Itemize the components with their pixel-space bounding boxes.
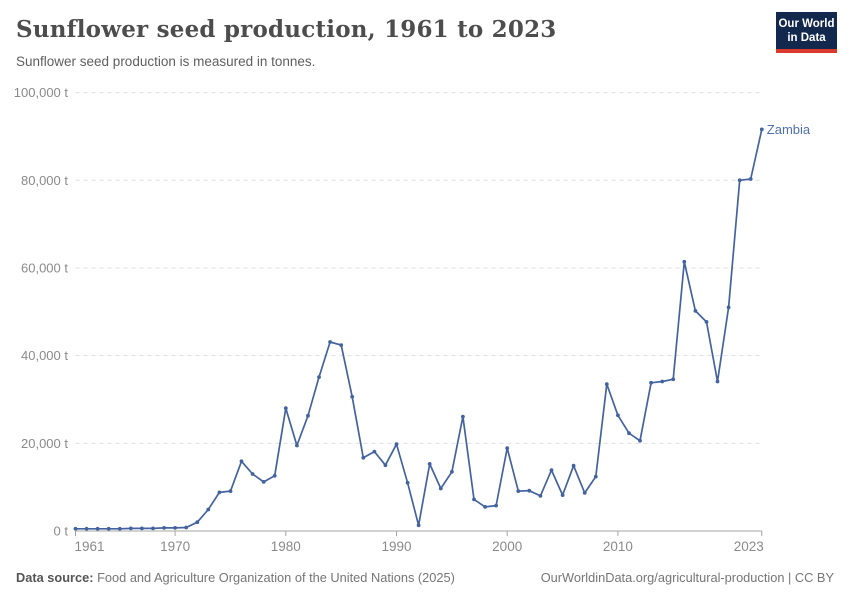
data-point[interactable] (173, 526, 178, 530)
data-point[interactable] (261, 480, 266, 484)
data-point[interactable] (604, 382, 609, 386)
x-tick-label: 2010 (603, 539, 633, 554)
data-point[interactable] (516, 489, 521, 493)
data-point[interactable] (461, 414, 465, 419)
line-series-zambia[interactable] (74, 128, 763, 530)
y-tick-label: 40,000 t (21, 348, 68, 363)
y-tick-label: 60,000 t (21, 260, 68, 275)
data-point[interactable] (383, 463, 388, 468)
data-point[interactable] (206, 507, 211, 512)
data-point[interactable] (737, 178, 742, 183)
data-point[interactable] (184, 525, 189, 530)
y-tick-label: 0 t (54, 524, 69, 539)
x-tick-label: 2000 (492, 539, 522, 554)
data-source: Data source: Food and Agriculture Organi… (16, 570, 455, 585)
data-point[interactable] (317, 375, 321, 379)
data-point[interactable] (660, 379, 665, 384)
data-point[interactable] (195, 520, 200, 525)
data-point[interactable] (616, 413, 620, 418)
data-point[interactable] (84, 526, 89, 531)
data-point[interactable] (450, 469, 454, 474)
data-point[interactable] (649, 380, 653, 385)
data-point[interactable] (671, 377, 676, 382)
data-point[interactable] (759, 127, 764, 132)
data-source-text: Food and Agriculture Organization of the… (97, 570, 455, 585)
data-point[interactable] (228, 489, 233, 493)
page-title: Sunflower seed production, 1961 to 2023 (16, 16, 557, 43)
data-point[interactable] (128, 526, 133, 531)
data-point[interactable] (593, 474, 598, 479)
data-point[interactable] (693, 309, 698, 313)
data-point[interactable] (726, 305, 731, 310)
data-point[interactable] (239, 459, 244, 464)
data-point[interactable] (538, 494, 543, 498)
owid-logo[interactable]: Our World in Data (776, 12, 837, 53)
data-point[interactable] (472, 497, 476, 502)
data-point[interactable] (250, 472, 255, 476)
data-point[interactable] (560, 493, 565, 497)
data-point[interactable] (73, 526, 78, 531)
x-tick-label: 2023 (734, 539, 764, 554)
data-point[interactable] (283, 406, 288, 411)
data-point[interactable] (483, 505, 487, 509)
owid-logo-line1: Our World (778, 18, 835, 30)
data-point[interactable] (638, 438, 642, 443)
y-tick-label: 20,000 t (21, 436, 68, 451)
x-tick-label: 1990 (381, 539, 411, 554)
data-point[interactable] (494, 503, 498, 508)
data-point[interactable] (394, 442, 399, 447)
data-point[interactable] (704, 320, 709, 324)
data-point[interactable] (361, 455, 366, 460)
data-point[interactable] (571, 463, 576, 468)
data-point[interactable] (162, 526, 167, 530)
x-tick-label: 1980 (271, 539, 301, 554)
entity-label-zambia[interactable]: Zambia (767, 122, 811, 137)
data-point[interactable] (217, 490, 222, 495)
data-point[interactable] (350, 394, 355, 399)
data-point[interactable] (527, 488, 532, 493)
data-point[interactable] (505, 446, 510, 450)
data-point[interactable] (748, 177, 753, 181)
data-point[interactable] (306, 413, 310, 418)
data-point[interactable] (582, 491, 587, 495)
data-source-label: Data source: (16, 570, 94, 585)
data-point[interactable] (715, 379, 720, 384)
x-tick-label: 1970 (160, 539, 190, 554)
footer-link[interactable]: OurWorldinData.org/agricultural-producti… (540, 570, 834, 585)
data-point[interactable] (106, 526, 111, 531)
data-point[interactable] (438, 486, 443, 491)
chart-subtitle: Sunflower seed production is measured in… (16, 54, 316, 69)
data-point[interactable] (682, 259, 687, 264)
data-point[interactable] (339, 343, 344, 347)
data-point[interactable] (416, 523, 421, 528)
data-point[interactable] (272, 473, 277, 478)
data-point[interactable] (151, 526, 155, 531)
data-point[interactable] (117, 526, 122, 531)
x-tick-label: 1961 (75, 539, 105, 554)
data-point[interactable] (427, 462, 432, 466)
data-point[interactable] (627, 431, 631, 436)
y-tick-label: 80,000 t (21, 173, 68, 188)
data-point[interactable] (140, 526, 144, 531)
owid-logo-line2: in Data (787, 32, 826, 44)
data-point[interactable] (95, 526, 100, 531)
data-point[interactable] (549, 468, 554, 472)
data-point[interactable] (295, 443, 299, 448)
data-point[interactable] (372, 449, 377, 454)
data-point[interactable] (328, 340, 332, 344)
data-point[interactable] (405, 480, 410, 485)
y-tick-label: 100,000 t (14, 85, 69, 100)
